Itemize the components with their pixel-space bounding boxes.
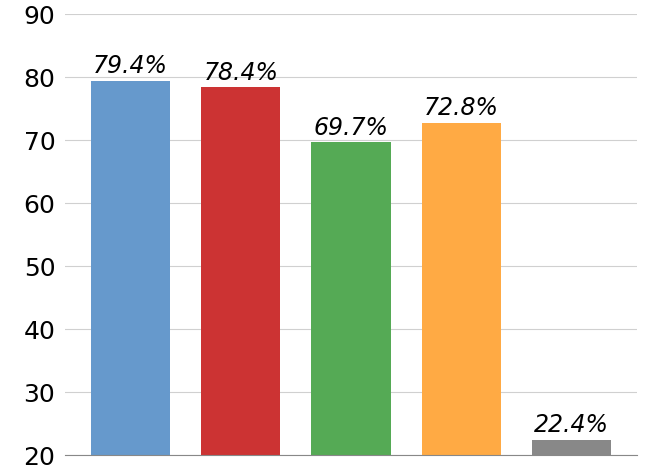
Text: 79.4%: 79.4% bbox=[93, 55, 168, 79]
Text: 69.7%: 69.7% bbox=[313, 116, 389, 139]
Bar bbox=[201, 87, 281, 474]
Text: 78.4%: 78.4% bbox=[203, 61, 278, 85]
Text: 72.8%: 72.8% bbox=[424, 96, 499, 120]
Text: 22.4%: 22.4% bbox=[534, 413, 609, 438]
Bar bbox=[532, 440, 611, 474]
Bar bbox=[421, 123, 501, 474]
Bar bbox=[91, 81, 170, 474]
Bar bbox=[311, 142, 391, 474]
